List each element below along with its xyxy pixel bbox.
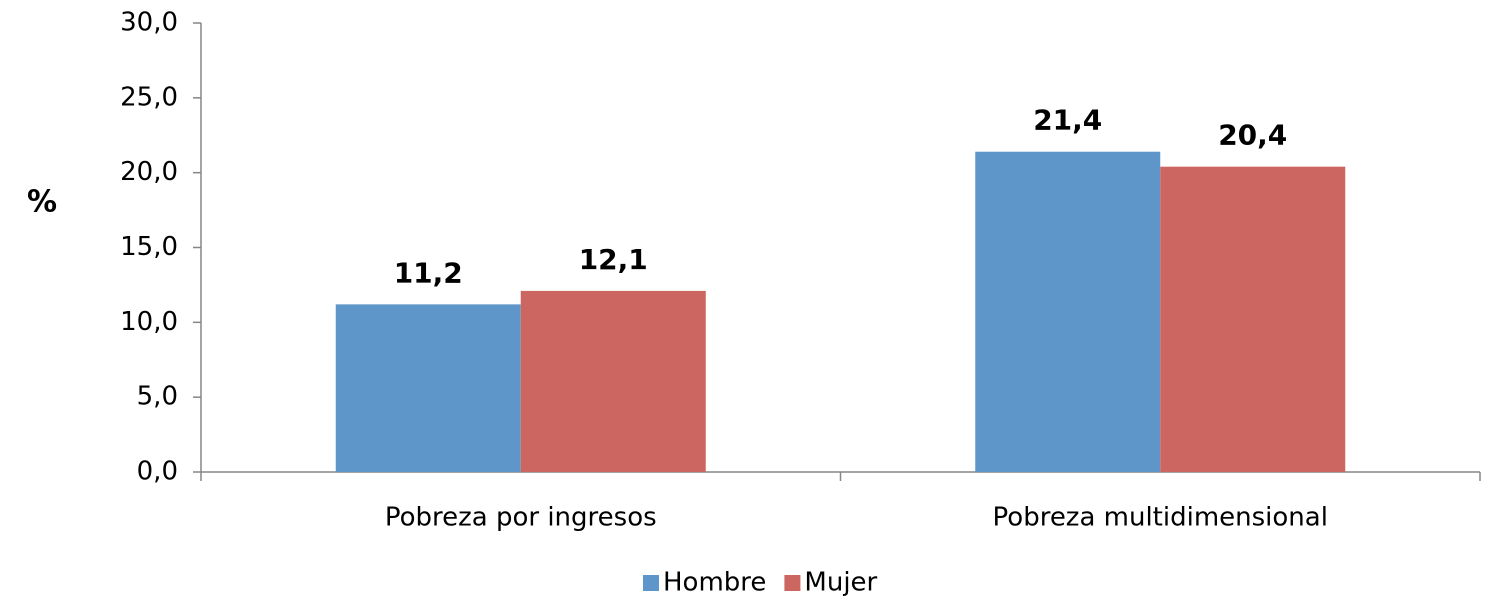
legend-swatch xyxy=(643,575,659,591)
value-label: 12,1 xyxy=(579,243,648,276)
y-axis-label: % xyxy=(27,185,57,220)
value-label: 11,2 xyxy=(394,256,463,289)
value-label: 20,4 xyxy=(1218,119,1287,152)
legend-label: Mujer xyxy=(804,568,877,598)
y-tick-label: 20,0 xyxy=(120,157,178,187)
bar xyxy=(520,290,706,472)
bar xyxy=(1160,166,1346,472)
y-tick-label: 15,0 xyxy=(120,232,178,262)
x-tick-label: Pobreza multidimensional xyxy=(993,503,1328,533)
y-tick-label: 0,0 xyxy=(137,457,178,487)
x-tick-label: Pobreza por ingresos xyxy=(385,503,657,533)
legend-label: Hombre xyxy=(663,568,766,598)
y-tick-label: 5,0 xyxy=(137,382,178,412)
y-tick-label: 30,0 xyxy=(120,8,178,38)
bar xyxy=(975,151,1161,473)
y-tick-label: 10,0 xyxy=(120,307,178,337)
bar xyxy=(335,304,521,472)
value-label: 21,4 xyxy=(1033,104,1102,137)
y-tick-label: 25,0 xyxy=(120,82,178,112)
legend-swatch xyxy=(784,575,801,591)
